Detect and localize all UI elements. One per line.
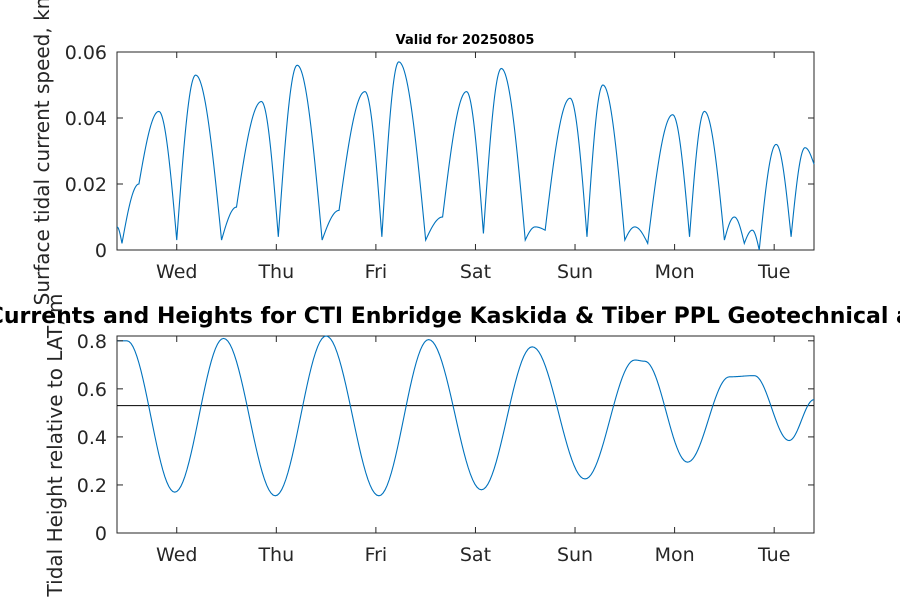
current-speed-line [116,61,815,251]
x-tick-label: Thu [257,261,294,283]
x-tick-label: Tue [757,544,790,566]
x-tick-label: Wed [156,544,197,566]
x-tick-label: Sat [460,544,491,566]
top-axes-box [116,51,815,251]
y-tick-label: 0 [95,523,107,545]
bottom-chart-title: Currents and Heights for CTI Enbridge Ka… [0,304,900,329]
y-tick-label: 0.2 [77,475,107,497]
x-tick-label: Thu [257,544,294,566]
x-tick-label: Sun [557,544,593,566]
x-tick-label: Mon [655,544,695,566]
current-speed-panel: Valid for 20250805 Wed Thu Fri Sat Sun Mon Tue… [30,0,815,305]
y-tick-label: 0.4 [77,427,107,449]
x-tick-label: Fri [365,261,388,283]
y-tick-label: 0.02 [65,174,107,196]
top-chart-title: Valid for 20250805 [396,33,535,48]
y-tick-label: 0.6 [77,379,107,401]
tidal-height-panel: Wed Thu Fri Sat Sun Mon Tue 0 0.2 0.4 0.6 0.8 Tida… [0,294,900,598]
x-tick-label: Mon [655,261,695,283]
x-tick-label: Wed [156,261,197,283]
y-tick-label: 0.04 [65,108,107,130]
bottom-y-axis-label: Tidal Height relative to LAT, m [43,294,67,598]
y-tick-label: 0.06 [65,42,107,64]
tidal-height-line [117,335,815,497]
x-tick-label: Tue [757,261,790,283]
x-tick-label: Sat [460,261,491,283]
top-y-axis-label: Surface tidal current speed, kn [30,0,54,305]
x-tick-label: Fri [365,544,388,566]
bottom-axes-box [116,335,815,534]
y-tick-label: 0 [95,240,107,262]
y-tick-label: 0.8 [77,331,107,353]
x-tick-label: Sun [557,261,593,283]
